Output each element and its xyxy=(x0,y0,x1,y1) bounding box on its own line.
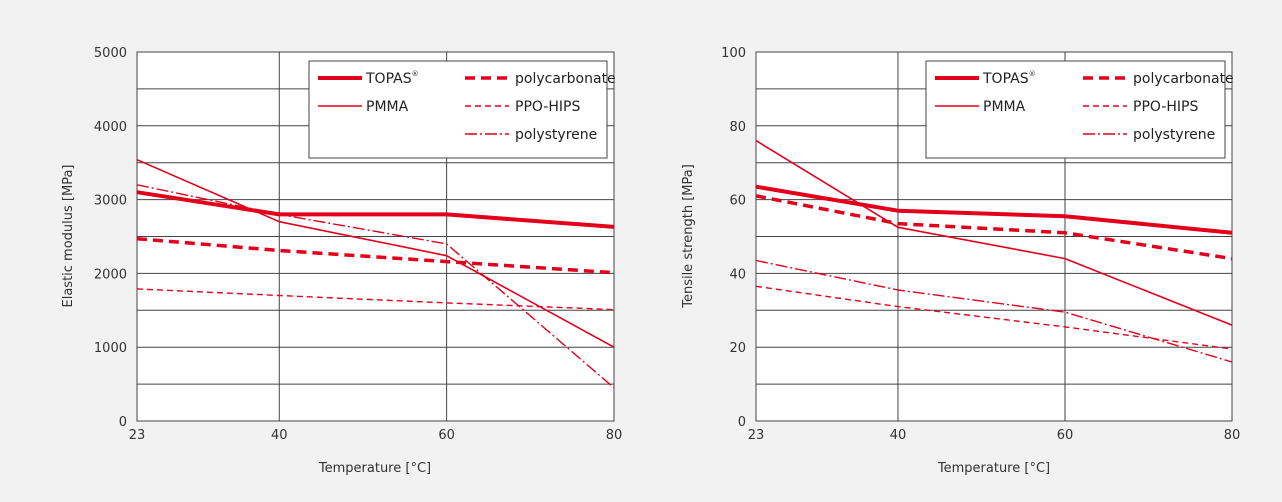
y-axis-label: Tensile strength [MPa] xyxy=(681,164,696,309)
x-tick-label: 23 xyxy=(129,428,146,443)
elastic-modulus-chart: 0 1000 2000 3000 4000 5000 23 40 60 80 Temperatu… xyxy=(61,46,622,476)
x-tick-labels: 23 40 60 80 xyxy=(129,428,623,443)
y-tick-label: 40 xyxy=(729,267,746,282)
x-tick-label: 40 xyxy=(890,428,907,443)
x-tick-label: 40 xyxy=(271,428,288,443)
series-line-polystyrene xyxy=(755,259,1233,363)
legend-label-pmma: PMMA xyxy=(366,99,409,115)
series-line-ppo-hips xyxy=(136,288,615,311)
legend-label-polystyrene: polystyrene xyxy=(515,127,597,143)
series-lines xyxy=(755,139,1233,363)
legend-label-topas: TOPAS® xyxy=(982,70,1036,87)
y-tick-label: 20 xyxy=(729,341,746,356)
series-line-polycarbonate xyxy=(136,236,615,275)
y-tick-label: 4000 xyxy=(94,120,127,135)
legend-label-ppo-hips: PPO-HIPS xyxy=(515,99,580,115)
y-tick-label: 5000 xyxy=(94,46,127,61)
legend-label-ppo-hips: PPO-HIPS xyxy=(1133,99,1198,115)
y-tick-label: 3000 xyxy=(94,194,127,209)
legend-label-polycarbonate: polycarbonate xyxy=(1133,71,1234,87)
y-tick-labels: 0 1000 2000 3000 4000 5000 xyxy=(94,46,127,430)
legend-label-polystyrene: polystyrene xyxy=(1133,127,1215,143)
series-line-pmma xyxy=(136,158,615,348)
x-tick-label: 60 xyxy=(438,428,455,443)
legend: TOPAS® polycarbonate PMMA PPO-HIPS polys… xyxy=(925,60,1234,159)
x-tick-label: 23 xyxy=(748,428,765,443)
series-line-ppo-hips xyxy=(755,285,1233,350)
y-tick-label: 100 xyxy=(721,46,746,61)
legend-label-topas: TOPAS® xyxy=(365,70,419,87)
y-tick-label: 0 xyxy=(119,415,127,430)
series-line-topas xyxy=(136,190,615,229)
x-axis-label: Temperature [°C] xyxy=(937,461,1050,476)
series-line-pmma xyxy=(755,139,1233,326)
y-tick-label: 2000 xyxy=(94,267,127,282)
series-lines xyxy=(136,158,615,389)
x-axis-label: Temperature [°C] xyxy=(318,461,431,476)
series-line-topas xyxy=(755,184,1233,235)
y-axis-label: Elastic modulus [MPa] xyxy=(61,165,76,308)
y-tick-label: 0 xyxy=(738,415,746,430)
legend: TOPAS® polycarbonate PMMA PPO-HIPS polys… xyxy=(308,60,616,159)
y-tick-label: 80 xyxy=(729,120,746,135)
series-line-polystyrene xyxy=(136,184,615,389)
x-tick-labels: 23 40 60 80 xyxy=(748,428,1241,443)
x-tick-label: 80 xyxy=(1224,428,1241,443)
y-tick-labels: 0 20 40 60 80 100 xyxy=(721,46,746,430)
tensile-strength-chart: 0 20 40 60 80 100 23 40 60 80 Temperature [°C] T… xyxy=(681,46,1240,476)
x-tick-label: 80 xyxy=(606,428,623,443)
x-tick-label: 60 xyxy=(1057,428,1074,443)
series-line-polycarbonate xyxy=(755,194,1233,261)
y-tick-label: 1000 xyxy=(94,341,127,356)
y-tick-label: 60 xyxy=(729,194,746,209)
legend-label-pmma: PMMA xyxy=(983,99,1026,115)
legend-label-polycarbonate: polycarbonate xyxy=(515,71,616,87)
